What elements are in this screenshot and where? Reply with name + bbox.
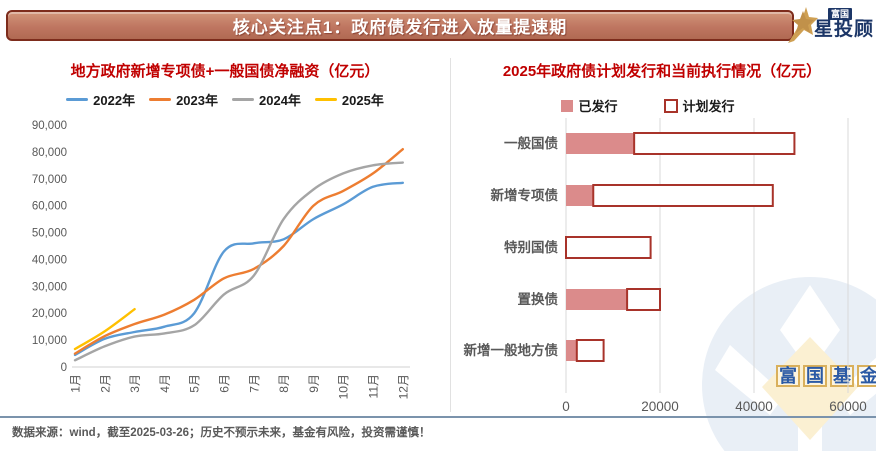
x-tick-label: 11月	[367, 374, 381, 398]
x-tick-label: 0	[562, 399, 570, 414]
line-swatch-2025	[314, 98, 337, 101]
star-icon	[787, 7, 818, 43]
legend-item-2022: 2022年	[66, 90, 135, 109]
bar-planned	[575, 339, 605, 362]
x-tick-label: 1月	[69, 374, 83, 393]
y-tick-label: 60,000	[32, 201, 67, 213]
x-tick-label: 8月	[277, 374, 291, 393]
bar-planned	[626, 288, 662, 311]
bar-issued	[566, 340, 577, 361]
series-line-2022年	[73, 181, 404, 357]
bar-issued	[566, 289, 628, 310]
footer-divider	[0, 416, 876, 418]
legend-label: 2023年	[176, 93, 218, 108]
y-tick-label: 0	[61, 362, 67, 374]
left-chart-legend: 2022年 2023年 2024年 2025年	[10, 90, 440, 109]
legend-item-issued: 已发行	[561, 96, 618, 115]
panel-divider	[450, 58, 451, 412]
line-swatch-2023	[149, 98, 172, 101]
right-chart-legend: 已发行 计划发行	[458, 96, 838, 115]
legend-label: 已发行	[578, 99, 618, 114]
x-tick-label: 10月	[337, 374, 351, 399]
series-line-2023年	[73, 148, 404, 355]
legend-label: 2024年	[259, 93, 301, 108]
x-tick-label: 9月	[307, 374, 321, 393]
x-tick-label: 60000	[829, 399, 867, 414]
line-chart: 0 10,000 20,000 30,000 40,000 50,000 60,000 70,…	[32, 120, 410, 399]
x-tick-label: 12月	[396, 374, 410, 399]
x-tick-label: 40000	[735, 399, 773, 414]
series-line-2025年	[73, 308, 136, 351]
legend-label: 计划发行	[682, 99, 735, 114]
y-tick-label: 20,000	[32, 308, 67, 320]
brand-name: 星投顾	[813, 19, 874, 40]
brand-badge: 富国	[827, 8, 852, 20]
y-tick-label: 90,000	[32, 120, 67, 132]
logo-text: 富国 星投顾	[814, 8, 874, 40]
bar-planned	[633, 132, 796, 155]
legend-label: 2022年	[93, 93, 136, 108]
x-tick-label: 5月	[188, 374, 202, 393]
x-tick-label: 6月	[218, 374, 232, 393]
issued-swatch	[561, 99, 574, 112]
series-line-2024年	[73, 161, 404, 362]
planned-swatch	[663, 98, 678, 113]
category-label: 特别国债	[504, 239, 558, 255]
title-bar: 核心关注点1：政府债发行进入放量提速期	[6, 10, 794, 41]
x-tick-label: 20000	[641, 399, 679, 414]
bar-issued	[566, 185, 594, 206]
bar-issued	[566, 133, 635, 154]
y-tick-label: 30,000	[32, 281, 67, 293]
x-tick-label: 3月	[128, 374, 142, 393]
legend-item-planned: 计划发行	[663, 96, 735, 115]
bar-planned	[592, 184, 774, 207]
source-note: 数据来源：wind，截至2025-03-26；历史不预示未来，基金有风险，投资需…	[12, 427, 431, 439]
x-tick-label: 2月	[98, 374, 112, 393]
legend-item-2025: 2025年	[314, 90, 384, 109]
category-label: 一般国债	[504, 135, 558, 151]
y-tick-label: 40,000	[32, 254, 67, 266]
line-swatch-2024	[232, 98, 254, 101]
category-label: 新增专项债	[491, 187, 559, 203]
brand-logo: 富国 星投顾	[786, 2, 874, 46]
category-label: 新增一般地方债	[464, 342, 559, 358]
x-tick-label: 4月	[158, 374, 172, 393]
y-tick-label: 70,000	[32, 174, 67, 186]
line-swatch-2022	[66, 98, 89, 101]
left-chart-title: 地方政府新增专项债+一般国债净融资（亿元）	[70, 63, 380, 80]
y-tick-label: 50,000	[32, 228, 67, 240]
y-tick-label: 80,000	[32, 147, 67, 159]
bar-planned	[565, 236, 652, 259]
page-title: 核心关注点1：政府债发行进入放量提速期	[232, 18, 568, 37]
legend-label: 2025年	[341, 93, 384, 108]
legend-item-2024: 2024年	[232, 90, 301, 109]
y-tick-label: 10,000	[32, 335, 67, 347]
x-tick-label: 7月	[247, 374, 261, 393]
legend-item-2023: 2023年	[149, 90, 218, 109]
category-label: 置换债	[518, 291, 559, 307]
right-chart-title: 2025年政府债计划发行和当前执行情况（亿元）	[502, 63, 822, 80]
